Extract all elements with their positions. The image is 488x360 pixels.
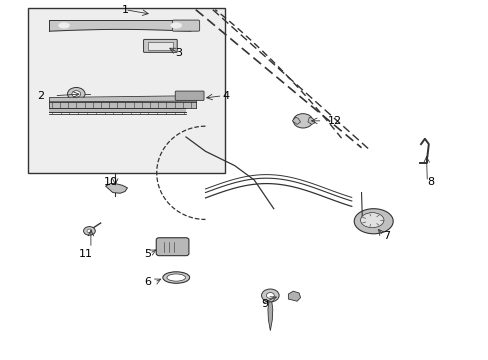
FancyBboxPatch shape bbox=[156, 238, 188, 256]
Polygon shape bbox=[267, 302, 272, 330]
Ellipse shape bbox=[163, 272, 189, 283]
Polygon shape bbox=[292, 117, 300, 125]
Circle shape bbox=[67, 87, 85, 100]
FancyBboxPatch shape bbox=[172, 20, 199, 31]
Circle shape bbox=[83, 226, 95, 235]
Bar bbox=[148, 42, 173, 50]
Text: 1: 1 bbox=[122, 5, 128, 15]
Text: 5: 5 bbox=[144, 248, 151, 258]
Circle shape bbox=[293, 114, 312, 128]
Text: 4: 4 bbox=[222, 91, 229, 101]
Circle shape bbox=[261, 289, 279, 302]
FancyBboxPatch shape bbox=[143, 40, 177, 52]
Text: 9: 9 bbox=[261, 299, 268, 309]
Text: 8: 8 bbox=[427, 177, 434, 187]
Circle shape bbox=[72, 91, 81, 97]
Text: 3: 3 bbox=[175, 48, 182, 58]
Ellipse shape bbox=[170, 23, 181, 28]
Ellipse shape bbox=[166, 274, 185, 281]
Circle shape bbox=[266, 293, 274, 298]
Text: 7: 7 bbox=[383, 231, 390, 240]
Ellipse shape bbox=[59, 23, 69, 28]
Bar bbox=[27, 8, 224, 173]
Text: 12: 12 bbox=[327, 116, 341, 126]
Text: 2: 2 bbox=[37, 91, 44, 101]
Text: 6: 6 bbox=[144, 277, 151, 287]
Polygon shape bbox=[105, 184, 127, 193]
Polygon shape bbox=[307, 117, 315, 125]
Ellipse shape bbox=[360, 213, 383, 228]
Polygon shape bbox=[288, 291, 300, 301]
Ellipse shape bbox=[353, 209, 392, 234]
Text: 10: 10 bbox=[103, 177, 117, 187]
FancyBboxPatch shape bbox=[175, 91, 203, 100]
Circle shape bbox=[87, 229, 92, 233]
Text: 11: 11 bbox=[79, 248, 93, 258]
